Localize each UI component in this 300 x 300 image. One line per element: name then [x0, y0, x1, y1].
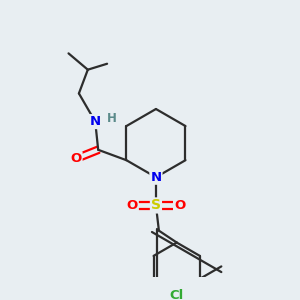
- Text: O: O: [174, 199, 185, 212]
- Text: S: S: [151, 198, 161, 212]
- Text: Cl: Cl: [169, 290, 184, 300]
- Text: N: N: [150, 171, 161, 184]
- Text: O: O: [70, 152, 82, 165]
- Text: O: O: [127, 199, 138, 212]
- Text: N: N: [90, 115, 101, 128]
- Text: H: H: [106, 112, 116, 125]
